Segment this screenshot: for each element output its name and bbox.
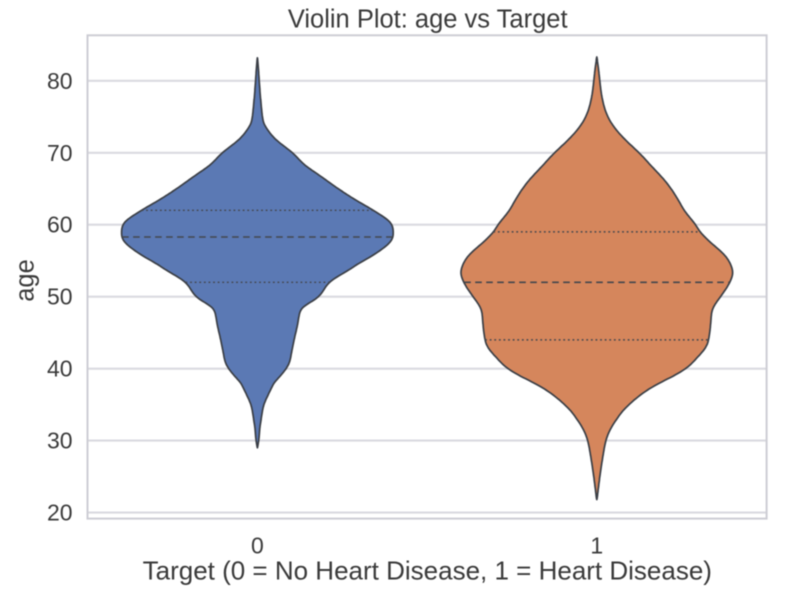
svg-text:60: 60 [47,212,73,238]
svg-text:Violin Plot: age vs Target: Violin Plot: age vs Target [288,6,568,34]
svg-text:20: 20 [47,500,73,526]
svg-text:Target (0 = No Heart Disease,: Target (0 = No Heart Disease, 1 = Heart … [143,556,712,586]
svg-text:30: 30 [47,428,73,454]
svg-text:50: 50 [47,284,73,310]
svg-text:70: 70 [47,140,73,166]
svg-text:0: 0 [251,532,264,558]
svg-text:80: 80 [47,68,73,94]
svg-text:1: 1 [590,532,603,558]
svg-text:age: age [12,259,40,302]
svg-text:40: 40 [47,356,73,382]
